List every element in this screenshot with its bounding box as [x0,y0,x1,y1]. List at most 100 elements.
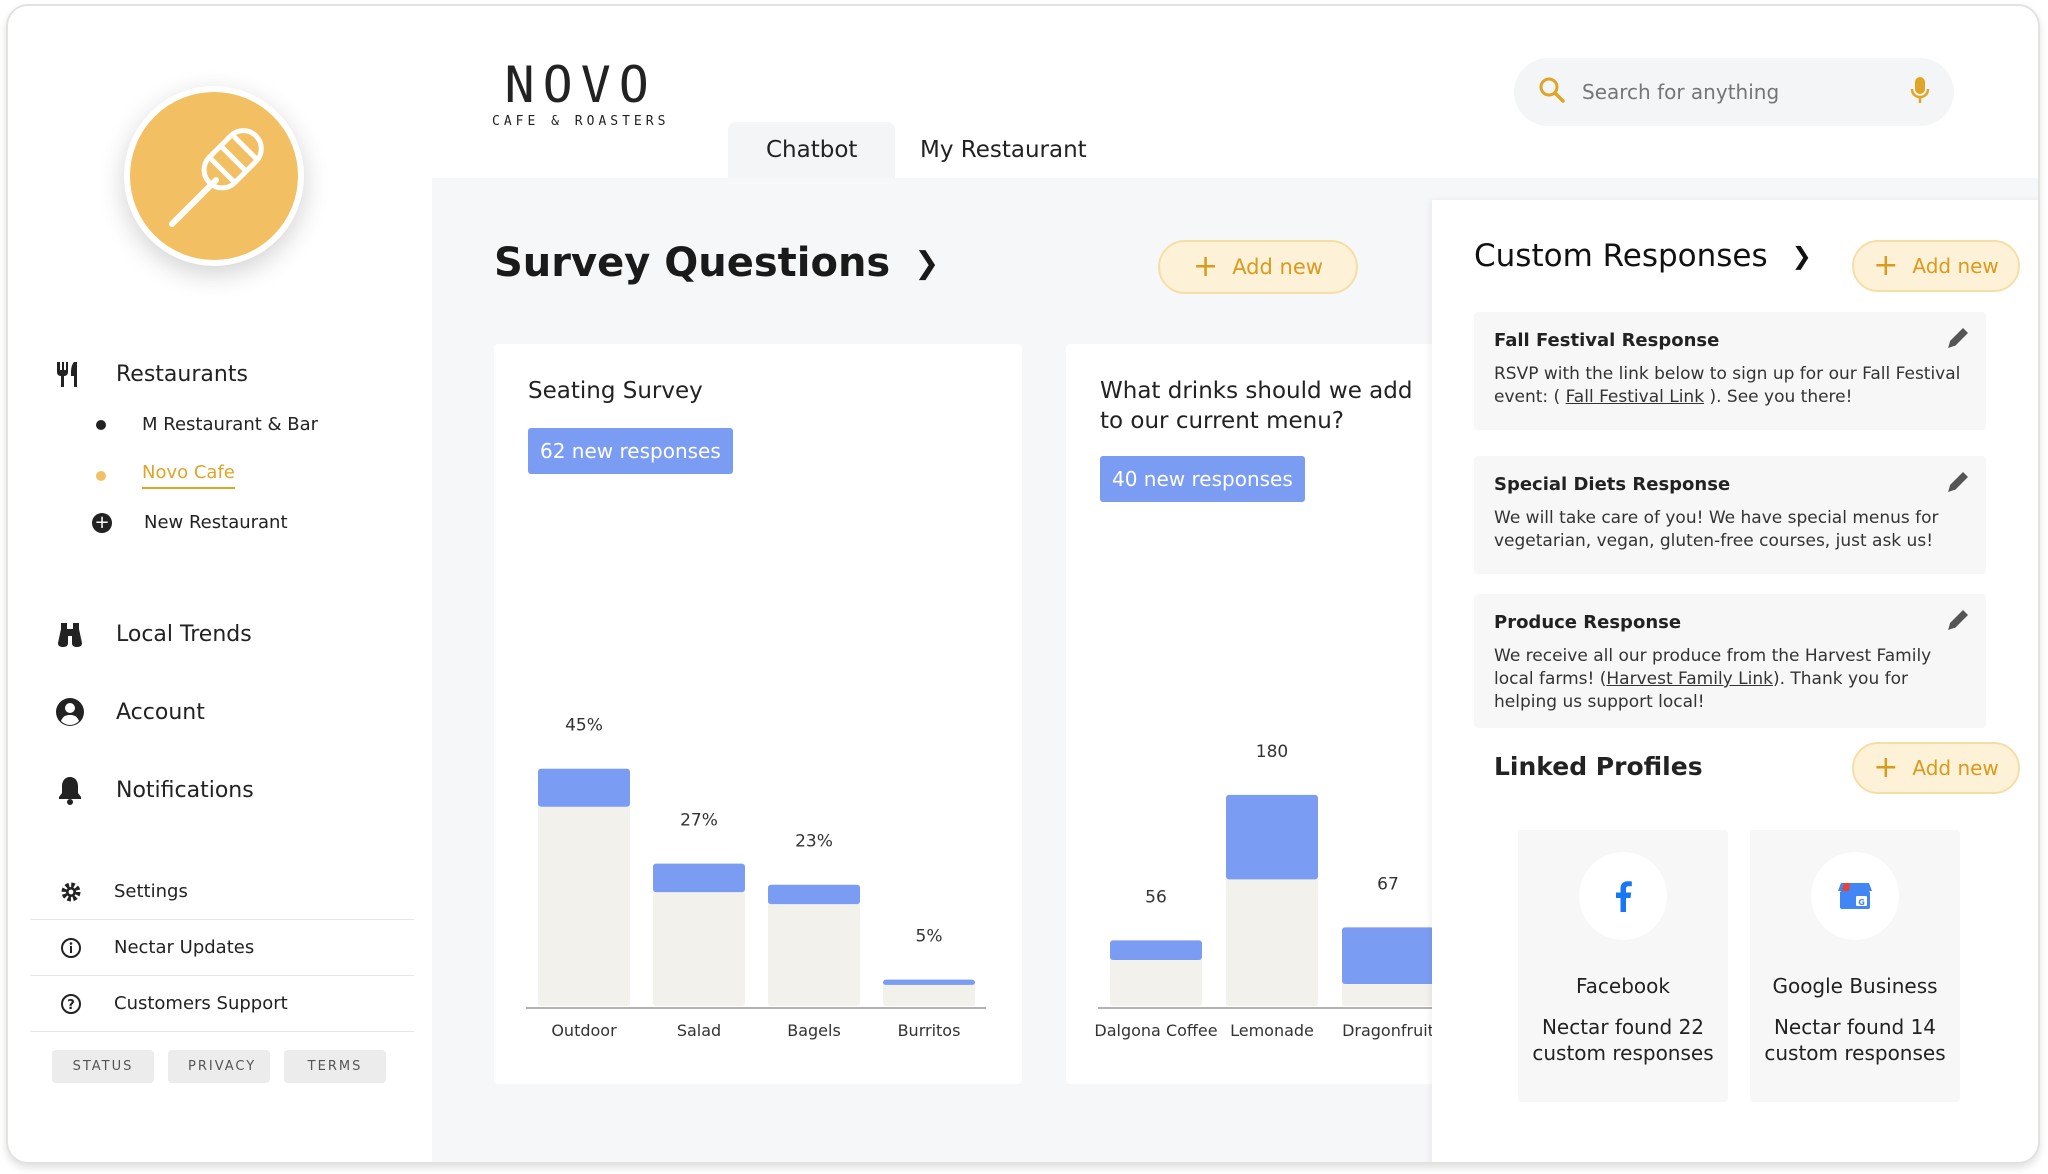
response-body: We will take care of you! We have specia… [1494,508,1939,551]
tab-chatbot[interactable]: Chatbot [728,122,896,178]
category-label: Dalgona Coffee [1094,1021,1217,1040]
profile-card-google-business[interactable]: G Google Business Nectar found 14 custom… [1750,830,1960,1102]
chevron-right-icon: ❯ [1791,242,1812,270]
survey-questions-title[interactable]: Survey Questions ❯ [494,240,939,286]
bullet-icon [96,470,106,481]
response-card-special-diets[interactable]: Special Diets Response We will take care… [1474,456,1986,574]
response-card-produce[interactable]: Produce Response We receive all our prod… [1474,594,1986,728]
status-link[interactable]: STATUS [52,1050,154,1083]
facebook-icon [1579,852,1667,940]
response-text: RSVP with the link below to sign up for … [1494,364,1961,407]
bar-value-label: 23% [795,832,833,852]
nectar-updates-link[interactable]: Nectar Updates [30,920,414,976]
plus-circle-icon: + [92,512,112,533]
brand-logo[interactable]: NOVO CAFE & ROASTERS [492,56,669,129]
new-responses-badge[interactable]: 40 new responses [1100,456,1305,502]
linked-profiles-title: Linked Profiles [1494,752,1703,781]
nectar-updates-label: Nectar Updates [114,937,255,958]
bar-value-label: 45% [565,716,603,736]
bar-new-responses [1342,927,1432,984]
plus-icon: + [1873,248,1899,283]
privacy-link[interactable]: PRIVACY [168,1050,270,1083]
custom-add-new-button[interactable]: + Add new [1852,240,2020,292]
bar-new-responses [653,863,745,893]
pencil-edit-icon[interactable] [1944,606,1972,638]
custom-responses-title[interactable]: Custom Responses ❯ [1474,238,1812,274]
info-icon [58,937,84,959]
search-input[interactable] [1582,80,1910,104]
bar-value-label: 67 [1377,874,1399,894]
response-link[interactable]: Harvest Family Link [1606,669,1773,689]
account-icon [52,696,88,728]
terms-link[interactable]: TERMS [284,1050,386,1083]
linked-add-new-button[interactable]: + Add new [1852,742,2020,794]
bar-new-responses [538,768,630,807]
custom-add-new-label: Add new [1912,254,1999,278]
response-body: RSVP with the link below to sign up for … [1494,363,1966,409]
custom-responses-panel: Custom Responses ❯ + Add new Fall Festiv… [1432,200,2038,1162]
bar-total [653,863,745,1006]
bar-total [768,884,860,1006]
survey-cards-viewport: Seating Survey 62 new responses 45% Outdo… [8,6,1432,1162]
footer-links: STATUS PRIVACY TERMS [52,1050,386,1083]
bullet-icon [96,419,106,430]
response-title: Special Diets Response [1494,474,1731,495]
category-label: Bagels [787,1021,841,1040]
plus-icon: + [1873,750,1899,785]
plus-icon: + [1193,249,1219,284]
utensils-icon [52,358,88,390]
response-link[interactable]: Fall Festival Link [1565,387,1705,407]
new-restaurant-label: New Restaurant [144,512,288,533]
profile-card-facebook[interactable]: Facebook Nectar found 22 custom response… [1518,830,1728,1102]
survey-card-seating[interactable]: Seating Survey 62 new responses 45% Outdo… [494,344,1022,1084]
brand-tagline: CAFE & ROASTERS [492,114,670,129]
nav-restaurants[interactable]: Restaurants [52,358,248,390]
nav-local-trends-label: Local Trends [116,621,252,647]
bar-value-label: 5% [916,927,943,947]
category-label: Salad [677,1021,721,1040]
nav-account[interactable]: Account [52,696,205,728]
restaurant-item-label: Novo Cafe [142,462,235,489]
bar-value-label: 180 [1256,742,1288,762]
new-restaurant-button[interactable]: + New Restaurant [92,512,288,533]
customers-support-link[interactable]: ? Customers Support [30,976,414,1032]
bar-value-label: 27% [680,811,718,831]
bar-new-responses [1226,794,1318,880]
response-body: We receive all our produce from the Harv… [1494,645,1966,714]
linked-add-new-label: Add new [1912,756,1999,780]
app-window: Restaurants M Restaurant & Bar Novo Cafe… [6,4,2040,1164]
category-label: Burritos [898,1021,961,1040]
bar-total [883,979,975,1006]
svg-text:G: G [1858,898,1865,907]
settings-link[interactable]: Settings [30,864,414,920]
help-icon: ? [58,993,84,1015]
response-text: ). See you there! [1704,387,1853,407]
pencil-edit-icon[interactable] [1944,468,1972,500]
custom-responses-label: Custom Responses [1474,238,1768,274]
survey-add-new-label: Add new [1232,255,1323,279]
profile-name: Google Business [1772,974,1938,998]
search-icon [1538,76,1566,108]
bar-new-responses [883,979,975,985]
nav-restaurants-label: Restaurants [116,361,248,387]
new-responses-badge[interactable]: 62 new responses [528,428,733,474]
gear-icon [58,881,84,903]
pencil-edit-icon[interactable] [1944,324,1972,356]
sidebar: Restaurants M Restaurant & Bar Novo Cafe… [8,6,432,1162]
survey-card-drinks[interactable]: What drinks should we add to our current… [1066,344,1432,1084]
response-title: Fall Festival Response [1494,330,1720,351]
restaurant-item-novo-cafe[interactable]: Novo Cafe [96,462,235,489]
nav-notifications[interactable]: Notifications [52,774,254,806]
profile-name: Facebook [1576,974,1670,998]
response-card-fall-festival[interactable]: Fall Festival Response RSVP with the lin… [1474,312,1986,430]
svg-text:?: ? [67,998,75,1013]
nav-local-trends[interactable]: Local Trends [52,618,252,650]
brand-name: NOVO [504,56,657,114]
bar-new-responses [1110,940,1202,961]
profile-description: Nectar found 14 custom responses [1764,1015,1946,1065]
chevron-right-icon: ❯ [914,245,940,281]
restaurant-item-m-restaurant[interactable]: M Restaurant & Bar [96,414,318,435]
tab-my-restaurant[interactable]: My Restaurant [920,137,1087,163]
survey-add-new-button[interactable]: + Add new [1158,240,1358,294]
microphone-icon[interactable] [1910,75,1930,109]
